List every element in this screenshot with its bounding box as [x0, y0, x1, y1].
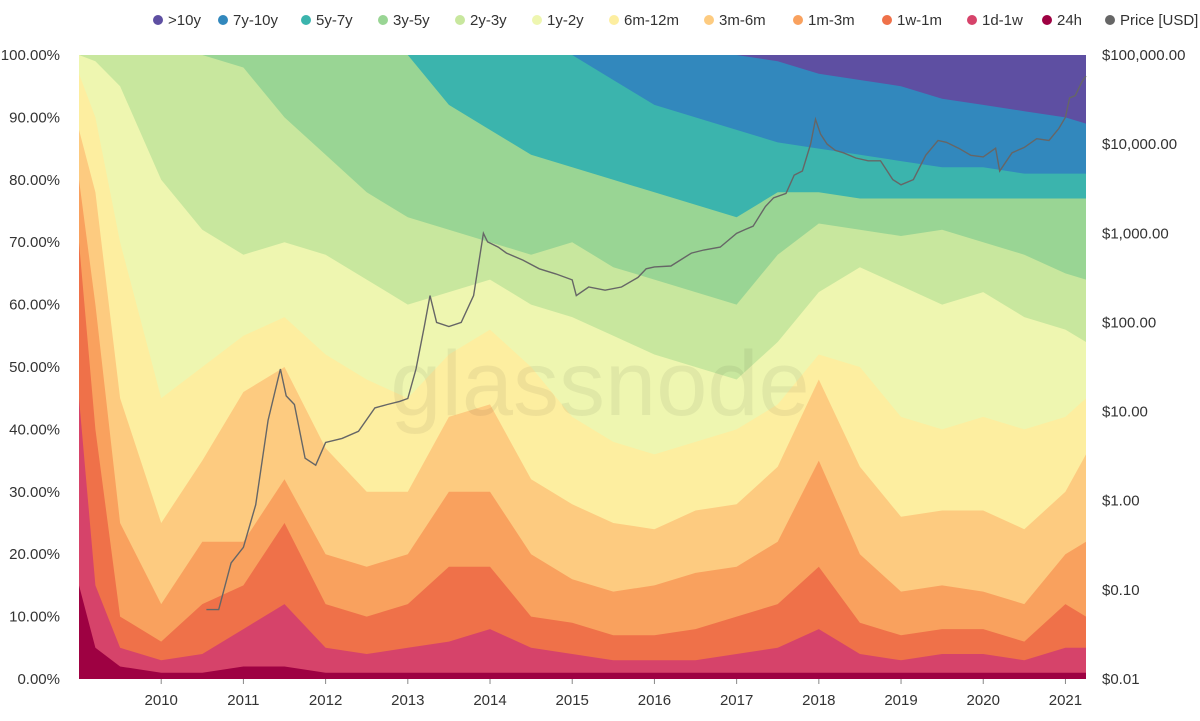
x-axis: 2010 2011 2012 2013 2014 2015 2016 2017 2018 2019… — [145, 679, 1082, 709]
x-tick-label: 2021 — [1049, 692, 1082, 709]
legend: >10y 7y-10y 5y-7y 3y-5y 2y-3y 1y-2y 6m-12m 3m-6… — [153, 12, 1198, 29]
x-tick-label: 2014 — [473, 692, 506, 709]
legend-swatch — [967, 15, 977, 25]
left-tick-label: 70.00% — [9, 234, 60, 251]
price-line — [206, 75, 1087, 611]
legend-swatch — [1042, 15, 1052, 25]
legend-item-label: 5y-7y — [316, 12, 353, 29]
left-tick-label: 10.00% — [9, 609, 60, 626]
right-tick-label: $1.00 — [1102, 493, 1140, 510]
x-tick-label: 2016 — [638, 692, 671, 709]
x-tick-label: 2019 — [884, 692, 917, 709]
left-tick-label: 50.00% — [9, 359, 60, 376]
legend-swatch — [301, 15, 311, 25]
legend-swatch — [704, 15, 714, 25]
legend-swatch — [882, 15, 892, 25]
right-tick-label: $100.00 — [1102, 314, 1156, 331]
legend-item-label: 24h — [1057, 12, 1082, 29]
x-tick-label: 2013 — [391, 692, 424, 709]
left-tick-label: 100.00% — [1, 47, 60, 64]
legend-item-label: 1w-1m — [897, 12, 942, 29]
legend-item-label: >10y — [168, 12, 201, 29]
band-1w-1m — [79, 242, 1086, 679]
x-tick-label: 2020 — [967, 692, 1000, 709]
x-tick-label: 2018 — [802, 692, 835, 709]
watermark: glassnode — [390, 333, 809, 435]
x-tick-label: 2012 — [309, 692, 342, 709]
legend-swatch — [455, 15, 465, 25]
x-tick-label: 2017 — [720, 692, 753, 709]
right-tick-label: $0.01 — [1102, 671, 1140, 688]
legend-swatch — [609, 15, 619, 25]
right-tick-label: $0.10 — [1102, 582, 1140, 599]
left-tick-label: 20.00% — [9, 546, 60, 563]
legend-swatch — [1105, 15, 1115, 25]
right-tick-label: $1,000.00 — [1102, 225, 1169, 242]
x-tick-label: 2015 — [556, 692, 589, 709]
legend-item-label: 1m-3m — [808, 12, 855, 29]
legend-item-label: 7y-10y — [233, 12, 279, 29]
x-tick-label: 2010 — [145, 692, 178, 709]
legend-swatch — [218, 15, 228, 25]
x-tick-label: 2011 — [227, 692, 259, 709]
legend-item-label: 1d-1w — [982, 12, 1023, 29]
legend-item-label: 6m-12m — [624, 12, 679, 29]
legend-item-label: 3y-5y — [393, 12, 430, 29]
band-1m-3m — [79, 179, 1086, 680]
legend-swatch — [378, 15, 388, 25]
legend-swatch — [153, 15, 163, 25]
legend-item-label: 2y-3y — [470, 12, 507, 29]
left-tick-label: 80.00% — [9, 172, 60, 189]
legend-item-label: 3m-6m — [719, 12, 766, 29]
left-tick-label: 30.00% — [9, 484, 60, 501]
legend-item-label: Price [USD] — [1120, 12, 1198, 29]
legend-swatch — [793, 15, 803, 25]
right-y-axis: $0.01 $0.10 $1.00 $10.00 $100.00 $1,000.00 $10… — [1102, 47, 1185, 688]
left-tick-label: 90.00% — [9, 109, 60, 126]
right-tick-label: $100,000.00 — [1102, 47, 1185, 64]
right-tick-label: $10.00 — [1102, 404, 1148, 421]
legend-swatch — [532, 15, 542, 25]
stacked-area-bands — [79, 55, 1086, 680]
left-y-axis: 0.00% 10.00% 20.00% 30.00% 40.00% 50.00% 60.00… — [1, 47, 60, 688]
legend-item-label: 1y-2y — [547, 12, 584, 29]
right-tick-label: $10,000.00 — [1102, 136, 1177, 153]
left-tick-label: 0.00% — [17, 671, 60, 688]
left-tick-label: 40.00% — [9, 421, 60, 438]
left-tick-label: 60.00% — [9, 297, 60, 314]
